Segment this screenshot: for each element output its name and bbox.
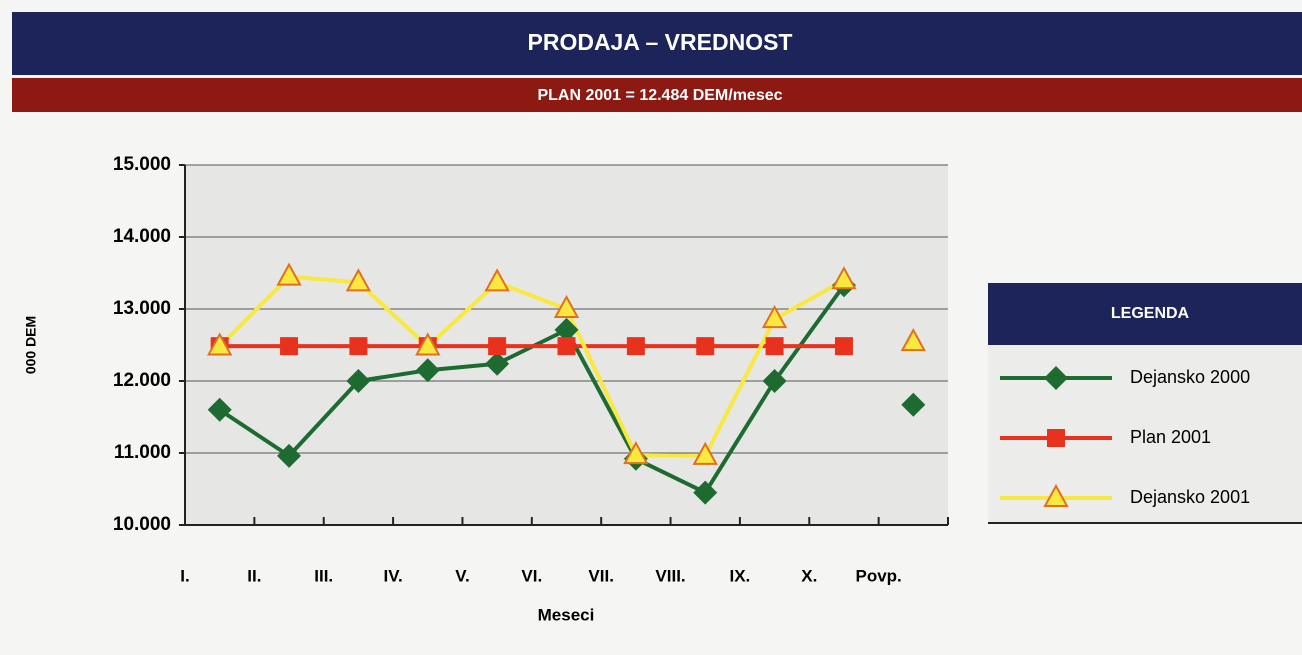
- square-marker: [349, 337, 368, 356]
- title-band: [12, 12, 1302, 75]
- diamond-marker: [485, 351, 510, 376]
- x-tick-label: Povp.: [855, 566, 901, 585]
- diamond-marker: [415, 358, 440, 383]
- square-marker: [696, 337, 715, 356]
- y-tick-label: 11.000: [114, 442, 171, 463]
- legend-label: Plan 2001: [1130, 427, 1211, 447]
- legend-label: Dejansko 2001: [1130, 487, 1250, 507]
- square-marker: [626, 337, 645, 356]
- series-line: [218, 274, 845, 458]
- square-marker: [765, 337, 784, 356]
- triangle-marker: [484, 268, 510, 292]
- x-tick-label: V.: [455, 566, 470, 585]
- square-marker: [488, 337, 507, 356]
- diamond-marker: [901, 392, 926, 417]
- x-tick-label: X.: [801, 566, 817, 585]
- x-tick-label: VIII.: [655, 566, 685, 585]
- x-axis-label: Meseci: [538, 605, 595, 624]
- legend-title: LEGENDA: [1111, 305, 1190, 322]
- diamond-marker: [277, 443, 302, 468]
- y-tick-label: 15.000: [113, 154, 171, 175]
- x-tick-label: IV.: [383, 566, 402, 585]
- y-axis-label: 000 DEM: [23, 316, 39, 374]
- x-tick-label: IX.: [730, 566, 751, 585]
- triangle-marker: [761, 305, 788, 329]
- diamond-marker: [762, 369, 787, 393]
- square-marker: [1047, 429, 1065, 447]
- diamond-marker: [554, 317, 579, 342]
- y-tick-label: 10.000: [113, 514, 171, 535]
- y-tick-label: 14.000: [113, 226, 171, 247]
- square-marker: [557, 337, 576, 356]
- legend-header: [988, 283, 1302, 345]
- triangle-marker: [623, 441, 649, 465]
- diamond-marker: [1044, 366, 1068, 390]
- triangle-marker: [1043, 483, 1069, 507]
- triangle-marker: [900, 328, 927, 352]
- triangle-marker: [206, 332, 233, 356]
- diamond-marker: [346, 369, 371, 393]
- triangle-marker: [692, 441, 718, 465]
- x-tick-label: VI.: [521, 566, 542, 585]
- x-tick-label: II.: [247, 566, 261, 585]
- chart-subtitle: PLAN 2001 = 12.484 DEM/mesec: [537, 87, 782, 104]
- square-marker: [280, 337, 299, 356]
- legend-label: Dejansko 2000: [1130, 367, 1250, 387]
- y-tick-label: 12.000: [113, 370, 171, 391]
- x-tick-label: I.: [180, 566, 189, 585]
- triangle-marker: [345, 268, 372, 292]
- triangle-marker: [415, 332, 441, 356]
- diamond-marker: [207, 397, 232, 422]
- triangle-marker: [276, 262, 302, 286]
- y-tick-label: 13.000: [113, 298, 171, 319]
- subtitle-band: [12, 78, 1302, 112]
- triangle-marker: [831, 266, 857, 290]
- diamond-marker: [693, 480, 718, 505]
- legend-body: [988, 345, 1302, 523]
- triangle-marker: [553, 294, 580, 318]
- square-marker: [834, 337, 853, 356]
- chart-title: PRODAJA – VREDNOST: [528, 29, 793, 55]
- x-tick-label: III.: [314, 566, 333, 585]
- x-tick-label: VII.: [588, 566, 614, 585]
